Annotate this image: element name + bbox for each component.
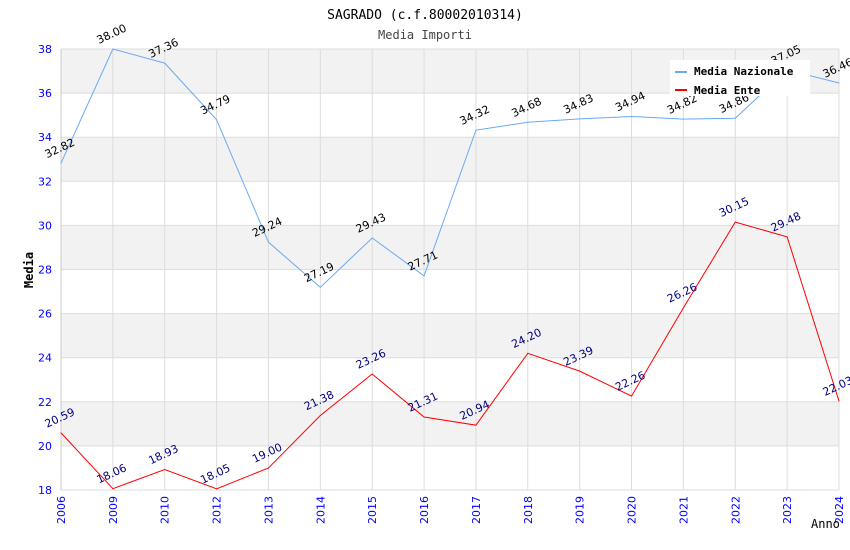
data-point <box>631 115 633 117</box>
grid-band <box>61 313 839 358</box>
data-point <box>164 62 166 64</box>
x-tick-label: 2024 <box>833 496 846 524</box>
y-tick-label: 38 <box>38 43 52 56</box>
x-tick-label: 2017 <box>470 496 483 524</box>
data-point <box>319 414 321 416</box>
data-point <box>216 119 218 121</box>
grid-band <box>61 225 839 270</box>
data-point <box>60 432 62 434</box>
data-point <box>112 48 114 50</box>
x-tick-label: 2021 <box>677 496 690 524</box>
data-point <box>527 352 529 354</box>
chart-subtitle: Media Importi <box>378 28 472 42</box>
y-tick-label: 20 <box>38 440 52 453</box>
data-point <box>475 424 477 426</box>
data-point <box>267 467 269 469</box>
grid-band <box>61 93 839 138</box>
data-point <box>838 82 840 84</box>
x-tick-label: 2019 <box>574 496 587 524</box>
data-point <box>682 307 684 309</box>
data-point <box>786 236 788 238</box>
x-tick-label: 2016 <box>418 496 431 524</box>
data-point <box>682 118 684 120</box>
chart-title: SAGRADO (c.f.80002010314) <box>327 8 523 23</box>
data-point <box>267 241 269 243</box>
legend: Media Nazionale Media Ente <box>670 60 810 97</box>
x-tick-label: 2010 <box>159 496 172 524</box>
grid-band <box>61 357 839 402</box>
grid-band <box>61 269 839 314</box>
x-tick-label: 2015 <box>366 496 379 524</box>
series-line-nazionale <box>60 48 840 289</box>
y-tick-label: 30 <box>38 219 52 232</box>
data-point <box>112 488 114 490</box>
data-point <box>734 117 736 119</box>
x-tick-label: 2022 <box>729 496 742 524</box>
data-point <box>579 118 581 120</box>
x-tick-label: 2009 <box>107 496 120 524</box>
data-point <box>579 370 581 372</box>
grid-band <box>61 401 839 446</box>
x-tick-label: 2014 <box>314 496 327 524</box>
y-tick-label: 18 <box>38 484 52 497</box>
data-point <box>734 221 736 223</box>
legend-label-ente: Media Ente <box>694 84 761 97</box>
data-point <box>371 237 373 239</box>
data-point <box>423 275 425 277</box>
grid-band <box>61 137 839 182</box>
y-tick-label: 24 <box>38 352 52 365</box>
data-point <box>164 468 166 470</box>
x-tick-label: 2018 <box>522 496 535 524</box>
data-point <box>371 373 373 375</box>
x-tick-label: 2006 <box>55 496 68 524</box>
x-tick-label: 2023 <box>781 496 794 524</box>
y-tick-label: 28 <box>38 264 52 277</box>
data-point <box>527 121 529 123</box>
data-point <box>423 416 425 418</box>
data-point <box>838 400 840 402</box>
y-tick-label: 22 <box>38 396 52 409</box>
y-tick-label: 34 <box>38 131 52 144</box>
data-point <box>60 162 62 164</box>
data-point <box>475 129 477 131</box>
legend-label-nazionale: Media Nazionale <box>694 65 794 78</box>
x-tick-label: 2020 <box>626 496 639 524</box>
y-tick-label: 32 <box>38 175 52 188</box>
y-tick-label: 26 <box>38 308 52 321</box>
y-tick-label: 36 <box>38 87 52 100</box>
x-axis-label: Anno <box>811 517 840 531</box>
data-point <box>319 286 321 288</box>
x-tick-label: 2013 <box>262 496 275 524</box>
data-point <box>216 488 218 490</box>
x-tick-label: 2012 <box>211 496 224 524</box>
y-axis-label: Media <box>22 252 36 288</box>
series-line-ente <box>60 221 840 490</box>
grid-band <box>61 445 839 490</box>
data-point <box>631 395 633 397</box>
data-label: 38.00 <box>95 22 129 47</box>
